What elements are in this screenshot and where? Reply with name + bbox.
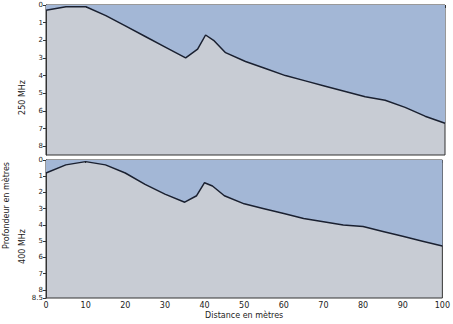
svg-text:Distance en mètres: Distance en mètres: [205, 310, 283, 320]
svg-text:80: 80: [358, 301, 368, 310]
svg-text:3: 3: [39, 205, 43, 213]
svg-text:7: 7: [39, 125, 43, 133]
svg-text:400 MHz: 400 MHz: [18, 229, 27, 264]
svg-text:100: 100: [435, 301, 450, 310]
svg-text:50: 50: [239, 301, 249, 310]
svg-text:6: 6: [39, 107, 44, 115]
svg-text:10: 10: [81, 301, 91, 310]
svg-text:70: 70: [318, 301, 328, 310]
svg-text:6: 6: [39, 253, 44, 261]
svg-text:0: 0: [39, 1, 43, 9]
svg-text:30: 30: [160, 301, 170, 310]
svg-text:90: 90: [398, 301, 408, 310]
svg-text:4: 4: [39, 72, 44, 80]
svg-text:0: 0: [43, 301, 48, 310]
svg-text:3: 3: [39, 54, 43, 62]
svg-text:4: 4: [39, 221, 44, 229]
svg-text:250 MHz: 250 MHz: [18, 80, 27, 115]
svg-text:0: 0: [39, 156, 43, 164]
svg-text:2: 2: [39, 36, 43, 44]
svg-text:2: 2: [39, 188, 43, 196]
svg-text:60: 60: [279, 301, 289, 310]
svg-text:1: 1: [39, 19, 43, 27]
svg-text:40: 40: [199, 301, 209, 310]
svg-text:1: 1: [39, 172, 43, 180]
svg-text:8: 8: [39, 142, 43, 150]
svg-text:Profondeur en mètres: Profondeur en mètres: [1, 162, 11, 249]
svg-text:5: 5: [39, 89, 43, 97]
svg-text:5: 5: [39, 237, 43, 245]
svg-text:8.5: 8.5: [32, 294, 43, 302]
svg-text:20: 20: [120, 301, 130, 310]
svg-text:7: 7: [39, 270, 43, 278]
svg-text:8: 8: [39, 286, 43, 294]
